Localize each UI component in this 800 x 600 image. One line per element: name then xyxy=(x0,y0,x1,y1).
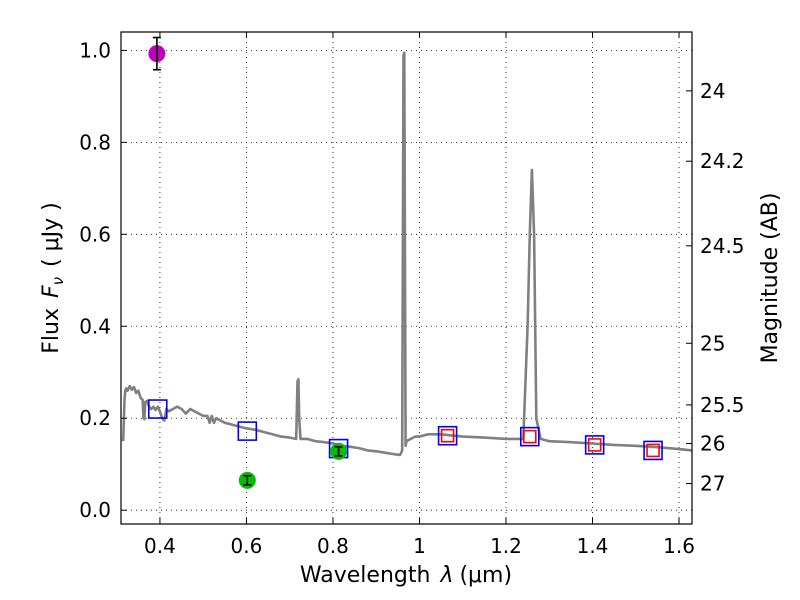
marker-model-photometry xyxy=(519,426,540,447)
marker-measured-photometry xyxy=(522,429,537,444)
y-tick-label: 0.0 xyxy=(79,498,111,522)
marker-measured-photometry xyxy=(440,428,455,443)
marker-model-photometry xyxy=(237,421,258,441)
x-tick-label: 1.4 xyxy=(577,534,609,558)
x-tick-label: 0.8 xyxy=(317,534,349,558)
y-tick-label: 0.4 xyxy=(79,314,111,338)
x-tick-label: 1 xyxy=(413,534,426,558)
plot-frame xyxy=(120,31,693,525)
y-tick-label: 1.0 xyxy=(79,38,111,62)
y2-tick-label: 27 xyxy=(700,472,725,496)
y2-tick-label: 25.5 xyxy=(700,393,745,417)
marker-model-photometry xyxy=(147,399,168,419)
y2-tick-label: 24.5 xyxy=(700,234,745,258)
y2-axis-label: Magnitude (AB) xyxy=(758,193,783,364)
marker-model-photometry xyxy=(584,435,605,455)
x-axis-label: Wavelength λ (μm) xyxy=(300,563,512,588)
y-tick-label: 0.2 xyxy=(79,406,111,430)
y-tick-label: 0.8 xyxy=(79,130,111,154)
x-tick-label: 0.6 xyxy=(231,534,263,558)
y2-tick-label: 25 xyxy=(700,331,725,355)
y-axis-label: FluxFν( μJy ) xyxy=(39,202,67,353)
x-tick-label: 1.6 xyxy=(663,534,695,558)
marker-model-photometry xyxy=(437,425,458,446)
y2-tick-label: 24.2 xyxy=(700,149,745,173)
spectrum-line xyxy=(121,51,693,457)
marker-measured-photometry xyxy=(587,438,602,452)
y-tick-label: 0.6 xyxy=(79,222,111,246)
marker-model-photometry xyxy=(643,440,663,461)
y2-tick-label: 26 xyxy=(700,432,725,456)
plot-area xyxy=(121,36,693,489)
grid-lines xyxy=(121,32,692,524)
marker-measured-photometry xyxy=(646,443,660,458)
y2-tick-label: 24 xyxy=(700,79,725,103)
axis-ticks: 0.4 0.6 0.8 1 1.2 1.4 1.6 0.0 0.2 0.4 0.6 0.8 1.0 24 2… xyxy=(79,32,745,558)
x-tick-label: 0.4 xyxy=(144,534,176,558)
x-tick-label: 1.2 xyxy=(490,534,522,558)
